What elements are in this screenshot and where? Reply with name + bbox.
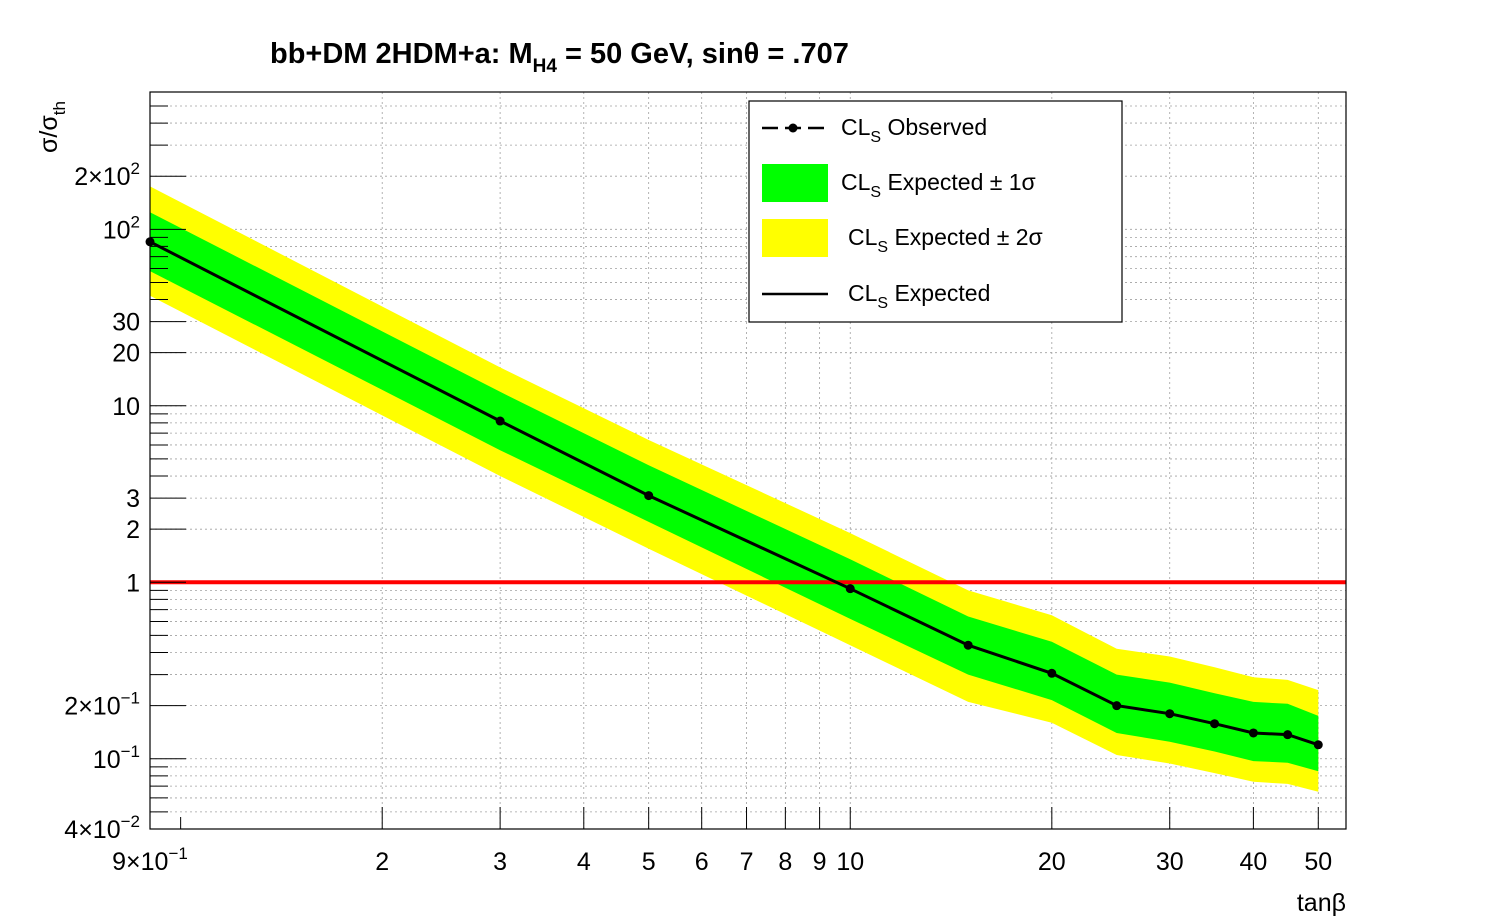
- y-tick-label: 102: [103, 212, 140, 244]
- x-tick-label: 50: [1304, 848, 1332, 876]
- observed-point: [1047, 668, 1057, 678]
- observed-point: [1210, 719, 1220, 729]
- legend-box: [748, 100, 1123, 323]
- axis-ticks: [149, 91, 1319, 830]
- x-tick-label: 7: [740, 848, 754, 876]
- x-tick-label: 40: [1239, 848, 1267, 876]
- y-tick-label: 20: [112, 340, 140, 368]
- x-tick-label: 8: [778, 848, 792, 876]
- x-tick-label: 30: [1156, 848, 1184, 876]
- legend-expected-label: CLS Expected: [848, 280, 990, 312]
- legend-2sigma-label: CLS Expected ± 2σ: [848, 224, 1043, 256]
- x-tick-label: 2: [375, 848, 389, 876]
- legend-1sigma-swatch: [762, 164, 828, 202]
- plot-frame: [149, 91, 1347, 830]
- x-tick-label: 10: [836, 848, 864, 876]
- plot-border: [149, 91, 1347, 830]
- y-tick-label: 3: [126, 485, 140, 513]
- y-tick-label: 30: [112, 309, 140, 337]
- y-tick-label: 10: [112, 393, 140, 421]
- y-tick-label: 2×102: [74, 159, 140, 191]
- y-tick-label: 2: [126, 516, 140, 544]
- legend-observed-label: CLS Observed: [841, 114, 987, 146]
- observed-polyline: [149, 240, 1319, 746]
- y-tick-label: 10−1: [93, 742, 140, 774]
- legend-observed-marker: [788, 123, 798, 133]
- x-tick-label: 9×10−1: [112, 844, 188, 876]
- observed-point: [963, 640, 973, 650]
- x-tick-label: 5: [642, 848, 656, 876]
- legend-item-expected: CLS Expected: [762, 280, 990, 312]
- legend-item-observed: CLS Observed: [762, 114, 987, 146]
- expected-1sigma-band: [150, 212, 1319, 772]
- observed-point: [1313, 740, 1323, 750]
- y-tick-label: 4×10−2: [64, 812, 140, 844]
- y-tick-label: 2×10−1: [64, 689, 140, 721]
- x-tick-label: 3: [493, 848, 507, 876]
- x-tick-label: 20: [1038, 848, 1066, 876]
- observed-point: [845, 584, 855, 594]
- legend-2sigma-swatch: [762, 219, 828, 257]
- observed-point: [1165, 709, 1175, 719]
- y-tick-label: 1: [126, 569, 140, 597]
- y-axis-label: σ/σth: [35, 101, 69, 153]
- legend-item-2sigma: CLS Expected ± 2σ: [762, 219, 1043, 257]
- x-tick-label: 4: [577, 848, 591, 876]
- observed-point: [1248, 728, 1258, 738]
- y-tick-labels: 2×102 102 30 20 10 3 2 1 2×10−1 10−1 4×10−2: [64, 159, 140, 844]
- observed-point: [1112, 701, 1122, 711]
- band-1sigma: [150, 212, 1319, 772]
- legend-item-1sigma: CLS Expected ± 1σ: [762, 164, 1036, 202]
- observed-point: [495, 416, 505, 426]
- x-tick-label: 6: [695, 848, 709, 876]
- x-tick-label: 9: [813, 848, 827, 876]
- legend: CLS Observed CLS Expected ± 1σ CLS Expec…: [748, 100, 1123, 323]
- x-tick-labels: 9×10−1 2 3 4 5 6 7 8 9 10 20 30 40 50: [112, 844, 1332, 876]
- observed-point: [1283, 730, 1293, 740]
- chart-title: bb+DM 2HDM+a: MH4 = 50 GeV, sinθ = .707: [270, 38, 849, 77]
- x-axis-label: tanβ: [1297, 889, 1346, 917]
- observed-point: [644, 491, 654, 501]
- legend-1sigma-label: CLS Expected ± 1σ: [841, 169, 1036, 201]
